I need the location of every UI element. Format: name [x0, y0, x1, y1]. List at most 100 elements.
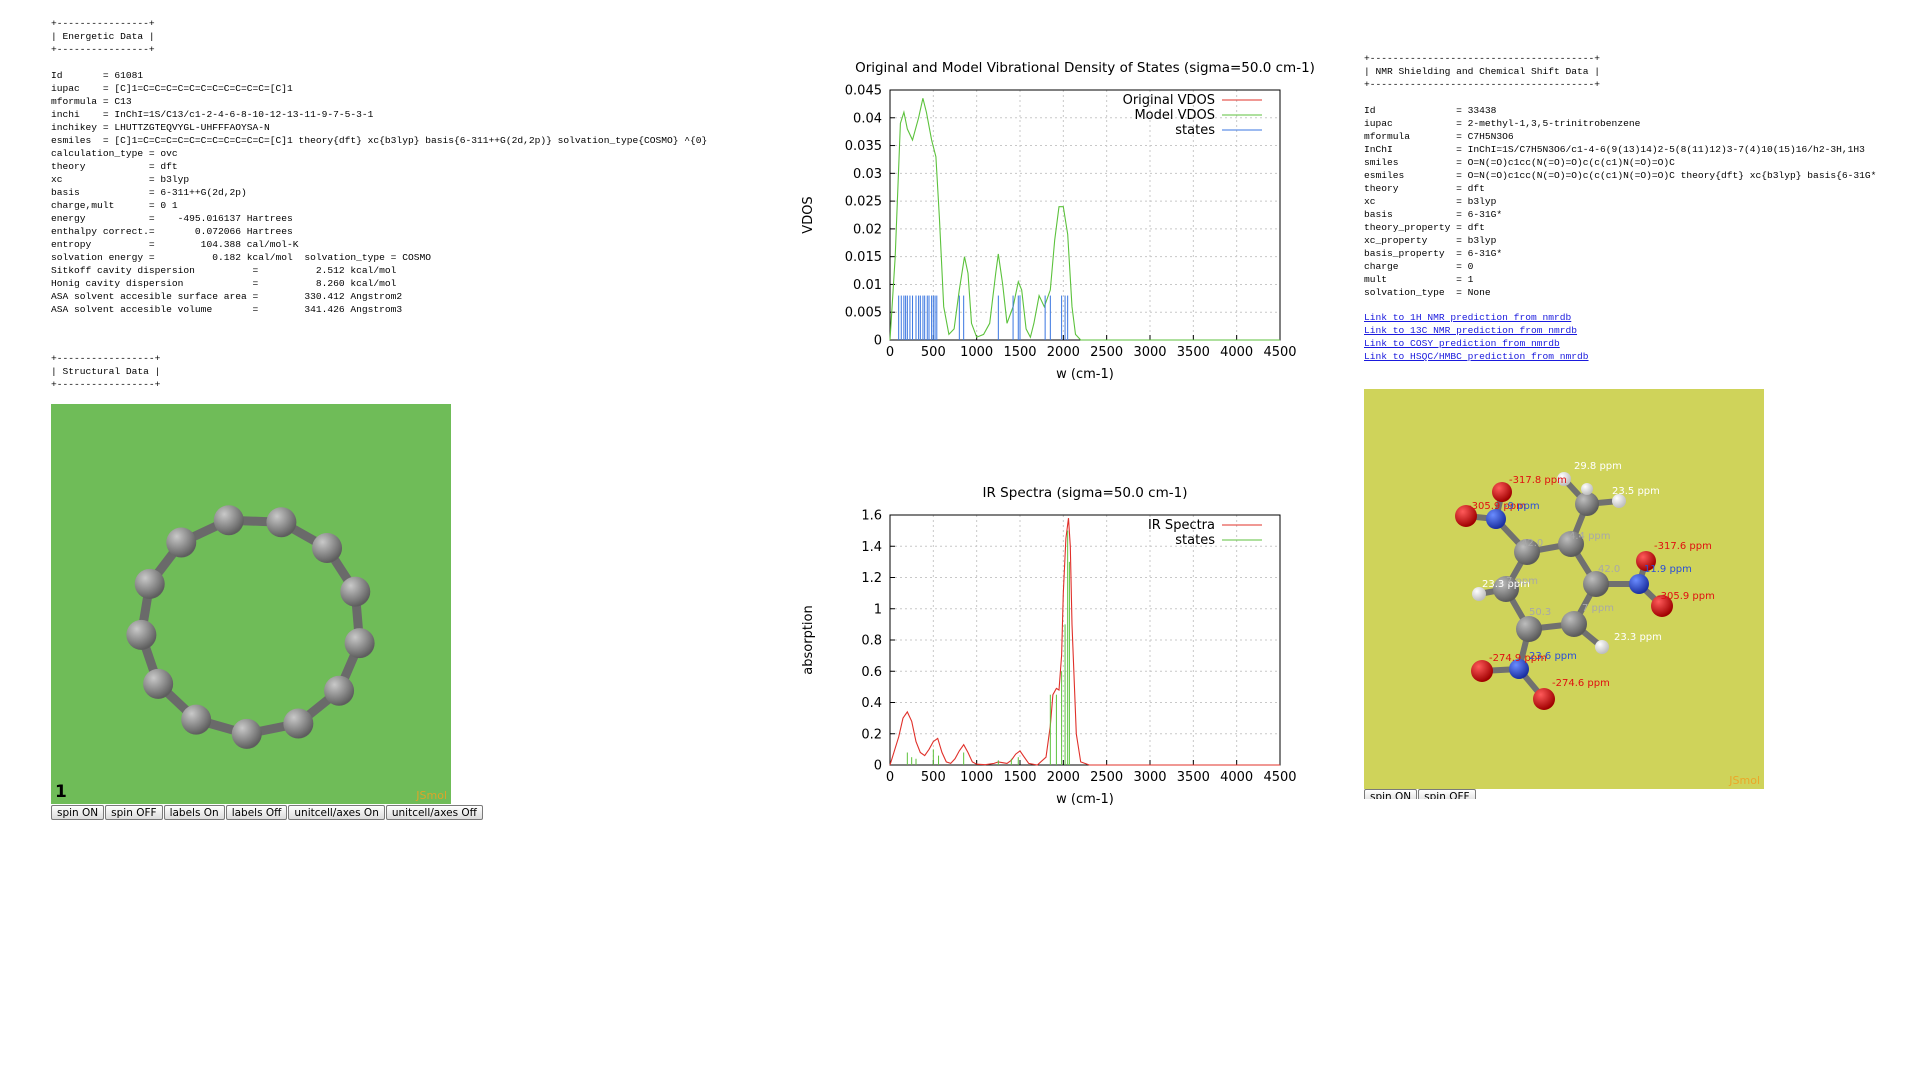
chemical-shift-label: 4.4 ppm [1569, 531, 1611, 542]
x-axis-label: w (cm-1) [1056, 792, 1114, 807]
y-tick-label: 0 [874, 334, 882, 349]
chemical-shift-label: 42.0 [1521, 538, 1543, 549]
nmr-data-line: esmiles = O=N(=O)c1cc(N(=O)=O)c(c(c1)N(=… [1364, 170, 1877, 181]
spin-on-button[interactable]: spin ON [51, 805, 105, 820]
oxygen-atom [1471, 660, 1493, 682]
vdos-chart: Original and Model Vibrational Density o… [801, 60, 1315, 382]
hydrogen-atom [1581, 483, 1593, 495]
nmr-data-list: Id = 33438 iupac = 2-methyl-1,3,5-trinitr… [1364, 104, 1920, 299]
x-tick-label: 2000 [1047, 770, 1080, 785]
frame-number: 1 [55, 782, 67, 802]
energetic-data-line: inchikey = LHUTTZGTEQVYGL-UHFFFAOYSA-N [51, 122, 270, 133]
nmr-data-line: InChI = InChI=1S/C7H5N3O6/c1-4-6(9(13)14… [1364, 144, 1865, 155]
energetic-data-header: +----------------+ | Energetic Data | +-… [51, 18, 155, 55]
link-cosy[interactable]: Link to COSY prediction from nmrdb [1364, 338, 1560, 349]
nmr-data-line: basis = 6-31G* [1364, 209, 1503, 220]
energetic-data-line: Sitkoff cavity dispersion = 2.512 kcal/m… [51, 265, 397, 276]
x-tick-label: 0 [886, 770, 894, 785]
energetic-data-list: Id = 61081 iupac = [C]1=C=C=C=C=C=C=C=C=C… [51, 69, 791, 316]
x-tick-label: 1000 [960, 345, 993, 360]
carbon-atom [231, 718, 262, 749]
carbon-atom [181, 704, 212, 735]
nmr-data-line: theory = dft [1364, 183, 1485, 194]
chemical-shift-label: 42.0 [1598, 564, 1620, 575]
y-tick-label: 0.04 [853, 111, 882, 126]
y-tick-label: 0.015 [845, 250, 882, 265]
labels-off-button[interactable]: labels Off [225, 805, 288, 820]
chemical-shift-label: -274.6 ppm [1552, 678, 1610, 689]
nmr-data-line: iupac = 2-methyl-1,3,5-trinitrobenzene [1364, 118, 1641, 129]
unitcell-axes-on-button[interactable]: unitcell/axes On [288, 805, 385, 820]
energetic-data-line: charge,mult = 0 1 [51, 200, 178, 211]
link-13c-nmr[interactable]: Link to 13C NMR prediction from nmrdb [1364, 325, 1578, 336]
energetic-data-line: theory = dft [51, 161, 178, 172]
oxygen-atom [1492, 482, 1512, 502]
energetic-data-panel: +----------------+ | Energetic Data | +-… [51, 17, 791, 391]
carbon-atom [1561, 611, 1587, 637]
chemical-shift-label: 50.3 [1529, 607, 1551, 618]
y-tick-label: 0 [874, 759, 882, 774]
carbon-atom [1575, 492, 1599, 516]
y-tick-label: 0.035 [845, 139, 882, 154]
link-hsqc-hmbc[interactable]: Link to HSQC/HMBC prediction from nmrdb [1364, 351, 1589, 362]
jsmol-viewer-tnt[interactable]: -317.8 ppm -317.6 ppm -305.9 ppm -274.9 ppm… [1364, 389, 1764, 789]
plot-frame [889, 89, 1281, 341]
y-tick-label: 0.4 [861, 696, 882, 711]
y-tick-label: 0.03 [853, 167, 882, 182]
y-tick-label: 1.4 [861, 540, 882, 555]
ir-spectra-chart: IR Spectra (sigma=50.0 cm-1) 0 500 1000 1500… [801, 485, 1297, 807]
carbon-atom [324, 675, 355, 706]
carbon-atom [1493, 576, 1519, 602]
legend-label: IR Spectra [1148, 518, 1215, 533]
carbon-atom [1558, 531, 1584, 557]
nmr-data-line: mformula = C7H5N3O6 [1364, 131, 1514, 142]
carbon-atom [126, 619, 157, 650]
unitcell-axes-off-button[interactable]: unitcell/axes Off [385, 805, 483, 820]
carbon-atom [1516, 616, 1542, 642]
spin-off-button[interactable]: spin OFF [1418, 789, 1476, 799]
x-tick-label: 0 [886, 345, 894, 360]
chart-title: Original and Model Vibrational Density o… [855, 60, 1315, 76]
chemical-shift-label: -305.9 ppm [1657, 591, 1715, 602]
x-tick-label: 3500 [1177, 345, 1210, 360]
x-tick-label: 4500 [1263, 345, 1296, 360]
carbon-atom [1583, 571, 1609, 597]
y-tick-label: 0.02 [853, 222, 882, 237]
energetic-data-line: solvation energy = 0.182 kcal/mol solvat… [51, 252, 431, 263]
x-tick-label: 2000 [1047, 345, 1080, 360]
chemical-shift-label: 23.6 ppm [1529, 651, 1577, 662]
energetic-data-line: entropy = 104.388 cal/mol-K [51, 239, 299, 250]
legend-label: states [1175, 533, 1215, 548]
chemical-shift-label: -317.6 ppm [1654, 541, 1712, 552]
y-tick-label: 1.2 [861, 571, 882, 586]
labels-on-button[interactable]: labels On [163, 805, 225, 820]
nmr-data-line: xc = b3lyp [1364, 196, 1497, 207]
link-1h-nmr[interactable]: Link to 1H NMR prediction from nmrdb [1364, 312, 1572, 323]
x-tick-label: 2500 [1090, 770, 1123, 785]
x-axis-label: w (cm-1) [1056, 367, 1114, 382]
x-tick-label: 1500 [1003, 770, 1036, 785]
energetic-data-line: inchi = InChI=1S/C13/c1-2-4-6-8-10-12-13… [51, 109, 374, 120]
jsmol-logo: JSmol [1729, 774, 1760, 787]
oxygen-atom [1455, 505, 1477, 527]
c13-ring-molecule [126, 505, 375, 749]
chemical-shift-label: 23.3 ppm [1614, 632, 1662, 643]
spin-on-button[interactable]: spin ON [1364, 789, 1418, 799]
y-tick-label: 0.025 [845, 195, 882, 210]
carbon-atom [283, 708, 314, 739]
nitrogen-atom [1629, 574, 1649, 594]
jsmol-viewer-c13[interactable]: 1 JSmol [51, 404, 451, 804]
y-tick-label: 1.6 [861, 509, 882, 524]
energetic-data-line: mformula = C13 [51, 96, 132, 107]
x-tick-label: 500 [921, 345, 946, 360]
oxygen-atom [1533, 688, 1555, 710]
hydrogen-atom [1612, 494, 1626, 508]
structural-controls: spin ON spin OFF labels On labels Off un… [51, 805, 483, 820]
oxygen-atom [1636, 551, 1656, 571]
energetic-data-line: iupac = [C]1=C=C=C=C=C=C=C=C=C=C=C=[C]1 [51, 83, 293, 94]
chemical-shift-label: -274.9 ppm [1489, 653, 1547, 664]
spin-off-button[interactable]: spin OFF [105, 805, 163, 820]
series-line [889, 98, 1280, 341]
nmr-data-line: mult = 1 [1364, 274, 1474, 285]
hydrogen-atom [1595, 640, 1609, 654]
